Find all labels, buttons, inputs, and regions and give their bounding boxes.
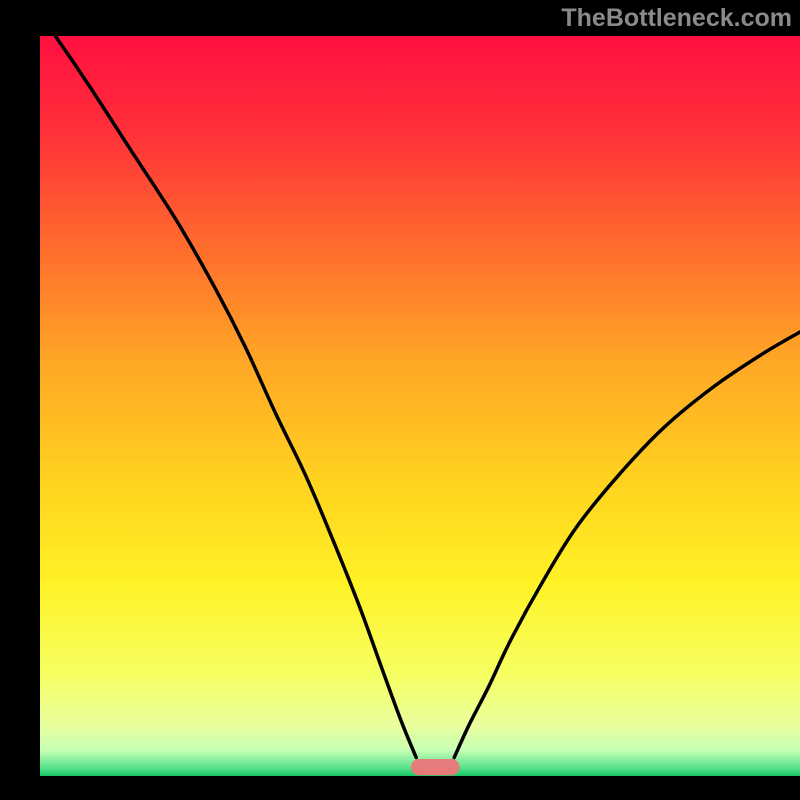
plot-background xyxy=(40,36,800,776)
chart-container: TheBottleneck.com xyxy=(0,0,800,800)
watermark-text: TheBottleneck.com xyxy=(561,4,792,33)
optimum-marker xyxy=(411,759,460,775)
bottleneck-chart xyxy=(0,0,800,800)
